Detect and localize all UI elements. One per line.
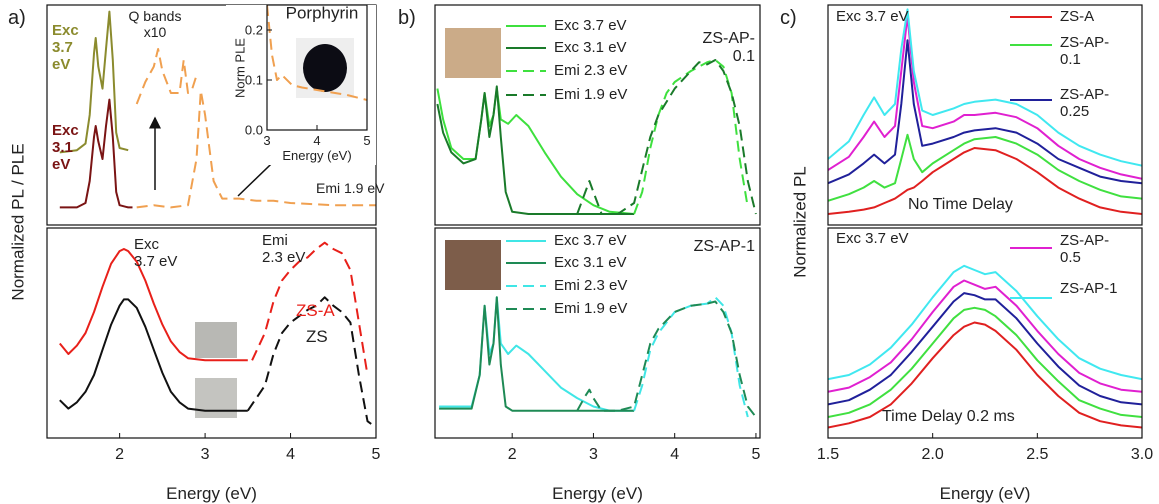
data-line <box>633 59 749 215</box>
annotation: ZS-A <box>296 301 335 320</box>
x-tick-label: 3.0 <box>1130 446 1154 463</box>
annotation: ZS-AP-0.1 <box>702 30 755 65</box>
annotation: ZS-AP-1 <box>693 238 755 255</box>
x-tick-label: 4 <box>313 133 321 148</box>
data-line <box>59 10 129 154</box>
x-tick-label: 4 <box>670 446 680 463</box>
x-tick-label: 2 <box>115 446 125 463</box>
legend-label: Exc 3.7 eV <box>554 232 627 249</box>
annotation: Exc 3.1 eV <box>52 122 79 173</box>
data-line <box>59 98 133 209</box>
y-axis-label: Normalized PL <box>790 166 810 278</box>
annotation: Exc 3.7 eV <box>52 22 79 73</box>
panel-label: b) <box>398 7 416 29</box>
annotation: ZS <box>306 327 328 346</box>
data-line <box>828 321 1142 429</box>
x-tick-label: 5 <box>363 133 371 148</box>
legend-label: ZS-A <box>1060 8 1095 25</box>
annotation: Time Delay 0.2 ms <box>882 408 1015 425</box>
x-tick-label: 3 <box>200 446 210 463</box>
annotation: Emi 2.3 eV <box>262 232 306 266</box>
legend-label: Emi 1.9 eV <box>554 300 628 317</box>
data-line <box>135 48 198 105</box>
x-axis-label: Energy (eV) <box>939 484 1031 503</box>
x-tick-label: 2 <box>507 446 517 463</box>
x-tick-label: 4 <box>286 446 295 463</box>
data-line <box>246 296 376 429</box>
legend-label: Exc 3.1 eV <box>554 39 627 56</box>
x-tick-label: 3 <box>588 446 598 463</box>
data-line <box>439 296 635 412</box>
sample-photo <box>445 28 501 78</box>
legend-label: Exc 3.7 eV <box>554 17 627 34</box>
data-line <box>828 292 1142 406</box>
x-tick-label: 1.5 <box>816 446 840 463</box>
sample-photo <box>195 322 237 358</box>
x-tick-label: 3 <box>263 133 271 148</box>
legend-label: ZS-AP-0.5 <box>1060 232 1110 266</box>
panel-label: c) <box>780 7 797 29</box>
inset-title: Porphyrin <box>285 3 359 23</box>
annotation: No Time Delay <box>908 196 1013 213</box>
legend-label: Emi 2.3 eV <box>554 277 628 294</box>
y-axis-label: Norm PLE <box>232 38 248 98</box>
x-tick-label: 2.0 <box>921 446 944 463</box>
porphyrin-photo <box>303 44 347 92</box>
panel-label: a) <box>8 7 26 29</box>
data-line <box>251 241 369 376</box>
plot-frame <box>827 227 1143 439</box>
data-line <box>828 8 1142 167</box>
x-axis-label: Energy (eV) <box>166 484 257 503</box>
annotation: Q bands x10 <box>128 8 182 40</box>
data-line <box>136 89 376 209</box>
data-line <box>828 279 1142 393</box>
y-axis-label: Normalized PL / PLE <box>8 143 28 301</box>
legend-label: ZS-AP-0.25 <box>1060 86 1110 120</box>
legend-label: Exc 3.1 eV <box>554 254 627 271</box>
data-line <box>436 85 635 215</box>
data-line <box>633 296 749 418</box>
annotation: Exc 3.7 eV <box>836 8 909 25</box>
data-line <box>828 264 1142 381</box>
y-tick-label: 0.2 <box>244 22 263 38</box>
data-line <box>828 306 1142 418</box>
x-tick-label: 5 <box>371 446 381 463</box>
sample-photo <box>195 378 237 418</box>
x-tick-label: 5 <box>751 446 761 463</box>
x-axis-label: Energy (eV) <box>552 484 643 503</box>
data-line <box>828 39 1142 185</box>
annotation: Emi 1.9 eV <box>316 180 385 196</box>
data-line <box>59 248 248 362</box>
data-line <box>436 87 635 215</box>
data-line <box>576 300 757 418</box>
data-line <box>267 5 367 101</box>
plot-frame <box>827 4 1143 226</box>
sample-photo <box>445 240 501 290</box>
data-line <box>576 59 757 215</box>
data-line <box>828 15 1142 180</box>
legend-label: ZS-AP-0.1 <box>1060 34 1110 68</box>
data-line <box>59 298 248 412</box>
data-line <box>828 147 1142 215</box>
data-line <box>828 133 1142 202</box>
legend-label: ZS-AP-1 <box>1060 280 1118 297</box>
y-tick-label: 0.1 <box>244 72 263 88</box>
y-tick-label: 0.0 <box>244 122 263 138</box>
plot-frame <box>46 227 377 439</box>
plot-frame <box>434 227 761 439</box>
legend-label: Emi 1.9 eV <box>554 86 628 103</box>
plot-frame <box>434 4 761 226</box>
x-tick-label: 2.5 <box>1026 446 1049 463</box>
x-axis-label: Energy (eV) <box>282 148 352 163</box>
annotation: Exc 3.7 eV <box>134 236 178 270</box>
annotation: Exc 3.7 eV <box>836 230 909 247</box>
legend-label: Emi 2.3 eV <box>554 62 628 79</box>
